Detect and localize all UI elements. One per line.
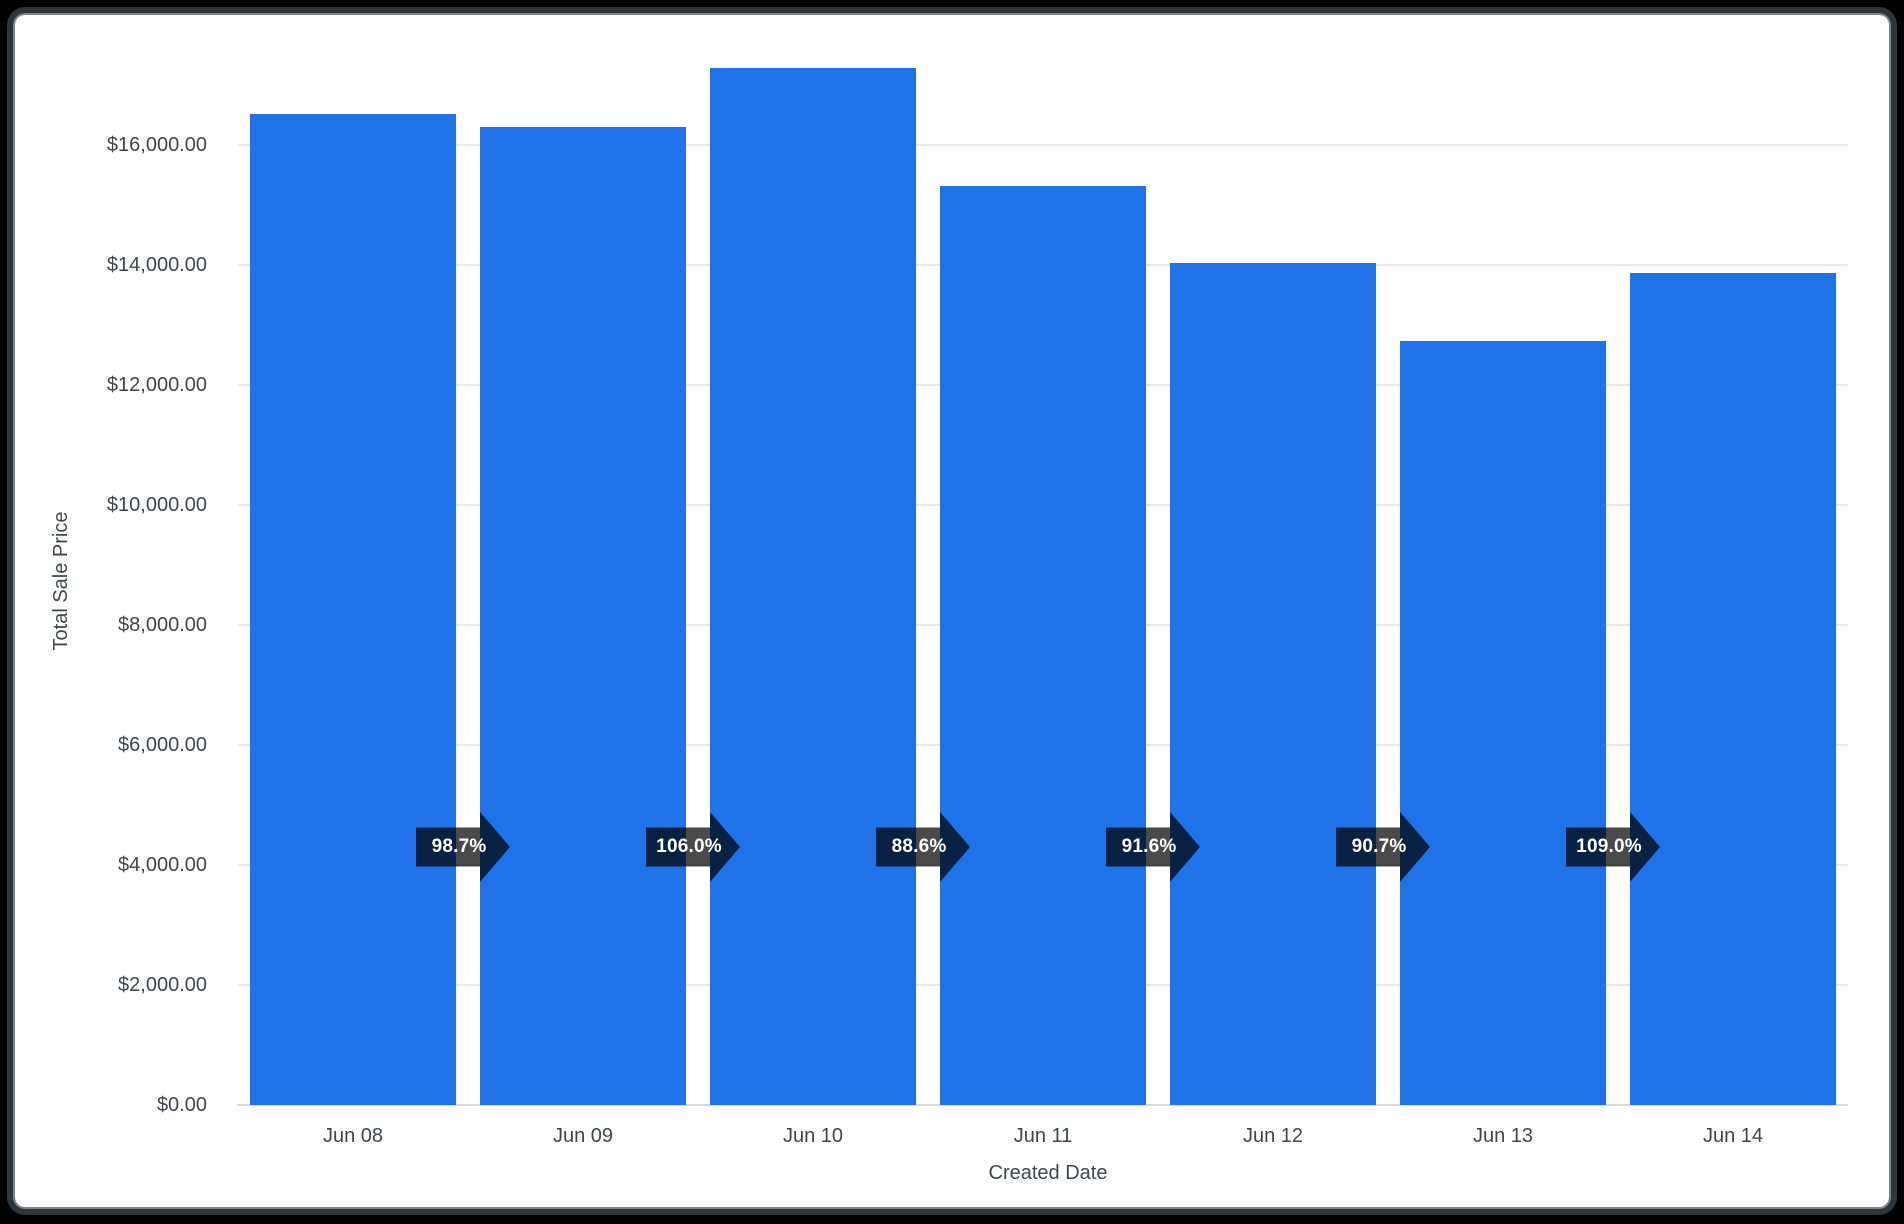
x-tick-label: Jun 09 — [552, 1125, 614, 1147]
right-arrow-shape — [876, 812, 970, 882]
trend-arrow-label: 90.7% — [1351, 836, 1407, 857]
right-arrow-shape — [416, 812, 510, 882]
bar-jun-08[interactable] — [250, 113, 456, 1105]
right-arrow-shape — [646, 812, 740, 882]
y-tick-label: $6,000.00 — [118, 734, 207, 756]
bar-jun-11[interactable] — [940, 185, 1146, 1105]
x-axis-title: Created Date — [988, 1162, 1108, 1184]
y-tick-label: $10,000.00 — [106, 494, 207, 516]
x-tick-label: Jun 10 — [782, 1125, 844, 1147]
trend-arrow-label: 106.0% — [656, 836, 722, 857]
x-tick-label: Jun 08 — [322, 1125, 384, 1147]
y-tick-label: $8,000.00 — [118, 614, 207, 636]
right-arrow-shape — [1106, 812, 1200, 882]
trend-arrow-label: 98.7% — [431, 836, 487, 857]
x-tick-label: Jun 11 — [1013, 1125, 1073, 1147]
y-tick-label: $16,000.00 — [106, 134, 207, 156]
trend-arrow-icon[interactable] — [1336, 812, 1430, 882]
y-axis-title: Total Sale Price — [50, 511, 72, 651]
trend-arrow-icon[interactable] — [1106, 812, 1200, 882]
bar-jun-10[interactable] — [710, 68, 916, 1105]
trend-arrow-label: 109.0% — [1576, 836, 1642, 857]
right-arrow-shape — [1336, 812, 1430, 882]
bar-jun-09[interactable] — [480, 127, 686, 1105]
bar-jun-13[interactable] — [1400, 341, 1606, 1105]
gridline-0 — [237, 1104, 1848, 1106]
trend-arrow-icon[interactable] — [416, 812, 510, 882]
trend-arrow-icon[interactable] — [876, 812, 970, 882]
y-tick-label: $14,000.00 — [106, 254, 207, 276]
x-tick-label: Jun 13 — [1472, 1125, 1534, 1147]
total-sale-price-bar-chart: Total Sale Price Created Date $0.00 $2,00… — [15, 15, 1889, 1207]
x-tick-label: Jun 14 — [1702, 1125, 1764, 1147]
bar-jun-12[interactable] — [1170, 263, 1376, 1105]
gridline-16000 — [237, 144, 1848, 146]
trend-arrow-icon[interactable] — [646, 812, 740, 882]
trend-arrow-label: 88.6% — [891, 836, 947, 857]
y-tick-label: $12,000.00 — [106, 374, 207, 396]
y-tick-label: $0.00 — [156, 1094, 207, 1116]
chart-card: Total Sale Price Created Date $0.00 $2,00… — [15, 15, 1889, 1207]
bar-jun-14[interactable] — [1630, 272, 1836, 1105]
trend-arrow-label: 91.6% — [1121, 836, 1177, 857]
right-arrow-shape — [1566, 812, 1660, 882]
y-tick-label: $4,000.00 — [118, 854, 207, 876]
y-tick-label: $2,000.00 — [118, 974, 207, 996]
trend-arrow-icon[interactable] — [1566, 812, 1660, 882]
x-tick-label: Jun 12 — [1242, 1125, 1304, 1147]
